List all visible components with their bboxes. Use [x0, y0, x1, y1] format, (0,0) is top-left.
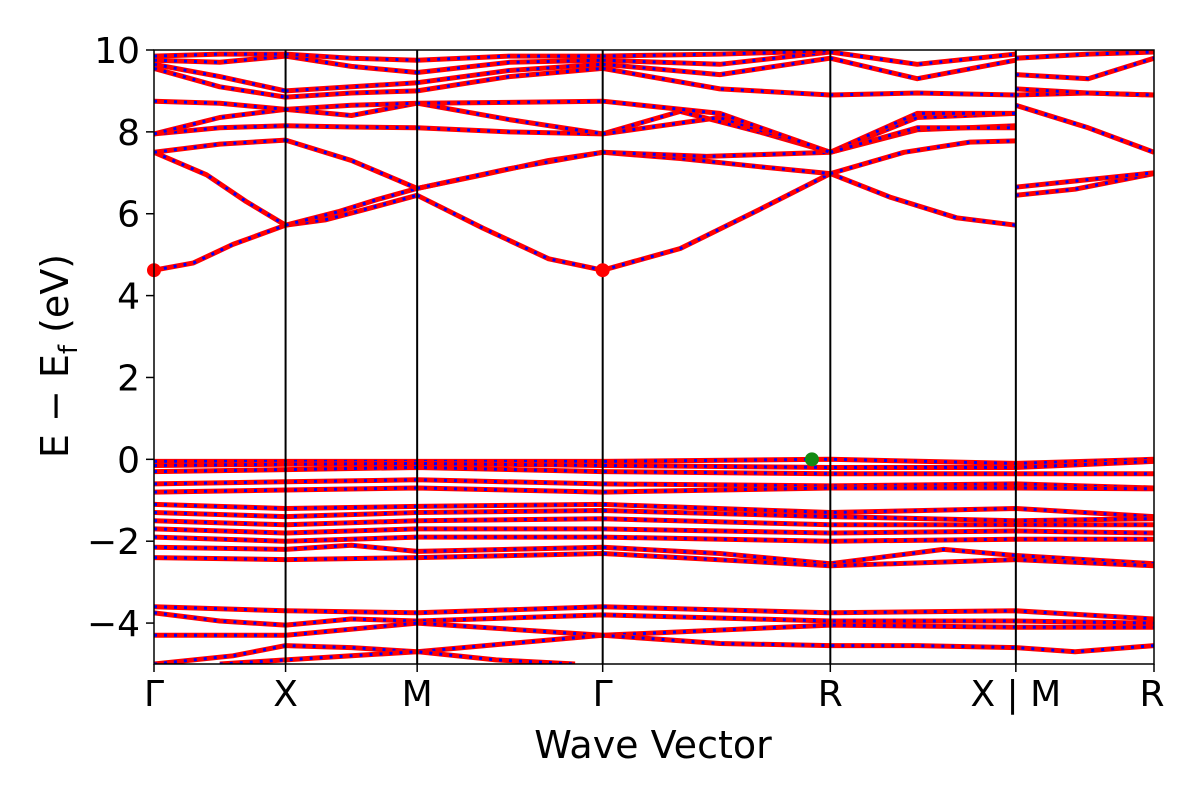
- band-8-spin-up-segment-5: [829, 55, 1017, 82]
- band-2-spin-down-segment-1: [154, 150, 287, 227]
- y-tick-label-2: 8: [117, 113, 140, 154]
- band-2-spin-down-segment-6: [1015, 171, 1154, 189]
- band-3-spin-down-segment-6: [1015, 103, 1154, 154]
- band-10: [154, 50, 831, 63]
- band-5-spin-down-segment-2: [285, 101, 418, 117]
- y-axis-title-unit: (eV): [33, 254, 77, 345]
- x-tick-label-7: R: [1139, 674, 1164, 715]
- band-6-spin-down-segment-6: [1015, 56, 1154, 81]
- y-tick-label-5: 2: [117, 358, 140, 399]
- band-1-spin-down-segment-2: [285, 193, 418, 227]
- bands-layer: [154, 50, 1154, 664]
- band-6-spin-down-segment-3: [417, 99, 603, 105]
- band-10-spin-down-segment-3: [417, 54, 603, 62]
- band-3-spin-down-segment-3: [416, 150, 603, 190]
- y-axis-title-subscript: f: [54, 344, 84, 354]
- band-2-spin-up-segment-2: [284, 185, 418, 228]
- band-5-spin-down-segment-1: [154, 107, 286, 136]
- band-7-spin-down-segment-4: [602, 66, 831, 97]
- band-21: [154, 542, 1154, 567]
- marker-2: [595, 263, 610, 278]
- band-4-spin-down-segment-3: [417, 126, 603, 136]
- band-27: [219, 649, 576, 664]
- band-4-spin-down-segment-4: [602, 109, 831, 154]
- band-9: [154, 50, 1017, 75]
- marker-3: [804, 452, 819, 467]
- band-6-spin-down-segment-5: [829, 126, 1016, 154]
- band-5-spin-down-segment-5: [829, 111, 1016, 154]
- band-9-spin-down-segment-1: [154, 54, 286, 64]
- band-2-spin-down-segment-4: [602, 150, 831, 176]
- kpoint-lines: [284, 50, 1017, 664]
- band-1-spin-up-segment-6: [1015, 171, 1154, 198]
- band-9-spin-up-segment-5: [829, 50, 1017, 67]
- band-1-spin-up-segment-4: [602, 171, 832, 273]
- band-6-spin-up-segment-4: [602, 98, 832, 155]
- y-tick-label-3: 6: [117, 195, 140, 236]
- band-2-spin-up-segment-1: [154, 150, 287, 228]
- y-tick-label-7: −2: [87, 522, 140, 563]
- band-7-spin-down-segment-3: [416, 66, 603, 93]
- band-21-spin-up-segment-1: [154, 542, 1154, 567]
- band-4-spin-down-segment-1: [154, 124, 286, 136]
- band-1-spin-up-segment-1: [154, 222, 287, 273]
- band-3-spin-down-segment-2: [285, 138, 418, 190]
- band-10-spin-down-segment-4: [602, 50, 831, 58]
- band-7: [154, 50, 1154, 100]
- x-tick-label-6: X | M: [970, 674, 1061, 715]
- x-tick-label-4: Γ: [593, 674, 613, 715]
- band-8-spin-down-segment-2: [285, 81, 418, 93]
- x-ticks: Γ X M Γ R X | M R: [144, 664, 1165, 715]
- y-tick-label-6: 0: [117, 440, 140, 481]
- y-tick-label-1: 10: [94, 31, 140, 72]
- x-tick-label-2: X: [273, 674, 298, 715]
- band-19: [154, 526, 1154, 536]
- band-7-spin-down-segment-6: [1015, 50, 1154, 60]
- y-ticks: 10 8 6 4 2 0 −2 −4: [87, 31, 154, 645]
- band-20: [154, 534, 1154, 544]
- y-tick-label-4: 4: [117, 277, 140, 318]
- band-8: [154, 55, 1017, 94]
- band-7-spin-down-segment-1: [154, 66, 286, 99]
- band-27-spin-down-segment-1: [219, 650, 576, 664]
- band-10-spin-down-segment-2: [285, 52, 418, 62]
- x-tick-label-3: M: [402, 674, 433, 715]
- band-9-spin-down-segment-3: [417, 58, 603, 74]
- band-15: [154, 485, 1154, 495]
- band-6-spin-down-segment-1: [154, 99, 286, 111]
- band-1-spin-down-segment-5: [829, 172, 1016, 227]
- band-4-spin-down-segment-2: [285, 124, 418, 130]
- band-6: [154, 55, 1154, 155]
- band-9-spin-down-segment-4: [602, 50, 831, 66]
- band-9-spin-down-segment-2: [285, 54, 418, 74]
- band-1-spin-up-segment-5: [829, 171, 1017, 228]
- y-tick-label-8: −4: [87, 604, 140, 645]
- band-1-spin-down-segment-4: [602, 172, 831, 272]
- band-1-spin-up-segment-3: [416, 193, 604, 273]
- band-24: [154, 610, 1154, 628]
- plot-frame: [153, 49, 1155, 665]
- band-6-spin-down-segment-2: [285, 101, 418, 111]
- band-10-spin-down-segment-1: [154, 52, 286, 58]
- y-axis-title: E − Ef (eV): [33, 254, 84, 458]
- band-24-spin-down-segment-1: [154, 611, 1154, 627]
- band-8-spin-down-segment-3: [417, 62, 603, 85]
- y-axis-title-main: E − E: [33, 354, 77, 458]
- x-tick-label-1: Γ: [144, 674, 164, 715]
- band-7-spin-down-segment-2: [285, 89, 418, 99]
- band-1-spin-down-segment-1: [154, 223, 287, 272]
- band-8-spin-down-segment-4: [602, 56, 831, 77]
- band-5-spin-down-segment-3: [416, 101, 603, 136]
- band-3-spin-down-segment-1: [154, 138, 286, 154]
- band-2-spin-down-segment-5: [829, 139, 1016, 176]
- band-3-spin-up-segment-4: [602, 149, 831, 159]
- x-tick-label-5: R: [818, 674, 843, 715]
- x-axis-title: Wave Vector: [534, 723, 772, 767]
- band-5-spin-down-segment-6: [1015, 87, 1154, 97]
- band-7-spin-down-segment-5: [830, 91, 1016, 97]
- band-8-spin-down-segment-1: [154, 62, 286, 93]
- markers-layer: [147, 263, 819, 467]
